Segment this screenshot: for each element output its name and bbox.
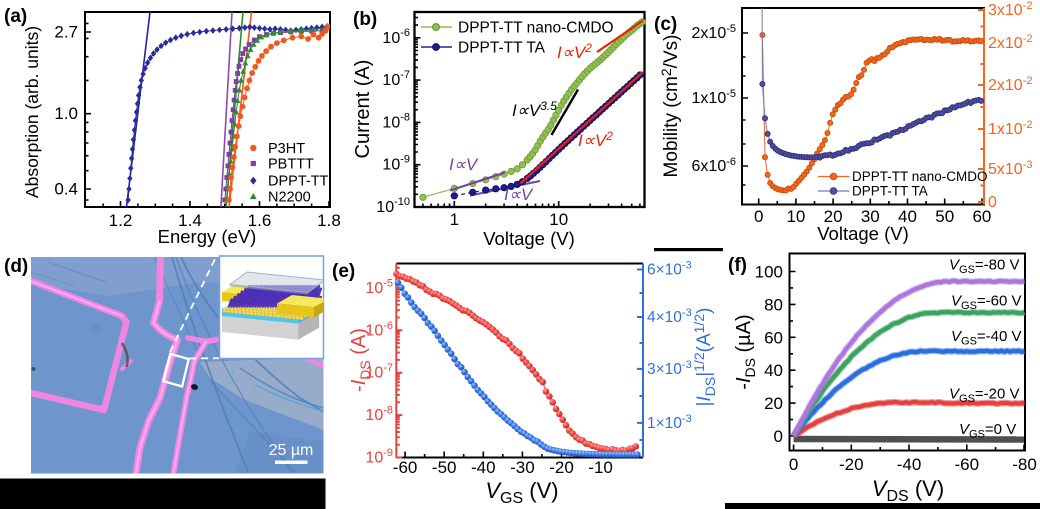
svg-text:DPPT-TT: DPPT-TT xyxy=(268,174,329,190)
svg-text:2x10-2: 2x10-2 xyxy=(988,33,1032,52)
svg-text:VGS=0 V: VGS=0 V xyxy=(959,421,1016,441)
svg-text:P3HT: P3HT xyxy=(268,141,305,157)
svg-text:4×10-3: 4×10-3 xyxy=(647,307,692,326)
svg-text:-40: -40 xyxy=(897,455,922,474)
svg-text:1.4: 1.4 xyxy=(178,211,202,230)
svg-text:1.2: 1.2 xyxy=(109,211,133,230)
svg-text:VGS (V): VGS (V) xyxy=(485,478,558,507)
svg-text:0: 0 xyxy=(774,427,783,446)
svg-text:DPPT-TT TA: DPPT-TT TA xyxy=(852,184,928,199)
svg-text:5x10-3: 5x10-3 xyxy=(988,159,1032,178)
svg-text:Voltage (V): Voltage (V) xyxy=(817,223,909,244)
svg-text:-20: -20 xyxy=(549,458,574,477)
svg-text:-IDS (A): -IDS (A) xyxy=(348,328,373,392)
svg-text:80: 80 xyxy=(764,295,783,314)
svg-text:Current (A): Current (A) xyxy=(352,60,374,159)
svg-text:VDS (V): VDS (V) xyxy=(872,476,944,505)
svg-text:DPPT-TT TA: DPPT-TT TA xyxy=(458,40,546,57)
svg-text:Mobility (cm2/Vs): Mobility (cm2/Vs) xyxy=(658,35,682,178)
svg-text:0: 0 xyxy=(754,207,763,226)
svg-text:1×10-3: 1×10-3 xyxy=(647,413,692,432)
svg-text:10: 10 xyxy=(786,207,805,226)
svg-text:2.7: 2.7 xyxy=(54,23,78,42)
svg-text:3×10-3: 3×10-3 xyxy=(647,359,692,378)
svg-text:20: 20 xyxy=(824,207,843,226)
svg-text:I∝V: I∝V xyxy=(449,155,479,174)
svg-text:VGS=-40 V: VGS=-40 V xyxy=(951,328,1022,348)
svg-text:DPPT-TT nano-CMDO: DPPT-TT nano-CMDO xyxy=(852,169,988,184)
svg-text:VGS=-60 V: VGS=-60 V xyxy=(951,292,1022,312)
svg-text:60: 60 xyxy=(764,328,783,347)
svg-text:Absorption (arb. units): Absorption (arb. units) xyxy=(22,26,42,198)
svg-text:I∝V2: I∝V2 xyxy=(578,129,613,150)
svg-text:60: 60 xyxy=(972,207,991,226)
svg-text:1.0: 1.0 xyxy=(54,104,78,123)
svg-text:6x10-6: 6x10-6 xyxy=(692,156,736,175)
svg-text:-40: -40 xyxy=(471,458,496,477)
svg-text:6×10-3: 6×10-3 xyxy=(647,260,692,279)
svg-text:(f): (f) xyxy=(728,255,747,276)
svg-text:VGS=-20 V: VGS=-20 V xyxy=(949,385,1020,405)
svg-text:25 µm: 25 µm xyxy=(269,442,314,459)
svg-text:100: 100 xyxy=(755,263,783,282)
svg-text:10: 10 xyxy=(549,210,568,229)
svg-text:0.4: 0.4 xyxy=(54,180,78,199)
svg-text:I∝V2: I∝V2 xyxy=(557,41,592,62)
svg-text:1x10-5: 1x10-5 xyxy=(692,88,736,107)
svg-text:-30: -30 xyxy=(510,458,535,477)
svg-text:-60: -60 xyxy=(955,455,980,474)
svg-text:(d): (d) xyxy=(4,256,28,277)
svg-text:VGS=-80 V: VGS=-80 V xyxy=(949,257,1020,277)
svg-text:40: 40 xyxy=(764,361,783,380)
svg-text:-20: -20 xyxy=(839,455,864,474)
svg-text:-80: -80 xyxy=(1012,455,1037,474)
svg-text:40: 40 xyxy=(898,207,917,226)
svg-text:PBTTT: PBTTT xyxy=(268,157,314,173)
svg-text:1.8: 1.8 xyxy=(317,211,341,230)
svg-text:2x10-2: 2x10-2 xyxy=(988,75,1032,94)
svg-text:3x10-2: 3x10-2 xyxy=(988,0,1032,19)
svg-text:50: 50 xyxy=(935,207,954,226)
svg-text:20: 20 xyxy=(764,394,783,413)
svg-text:-50: -50 xyxy=(432,458,457,477)
svg-text:-60: -60 xyxy=(393,458,418,477)
svg-text:30: 30 xyxy=(861,207,880,226)
svg-text:(c): (c) xyxy=(654,14,677,35)
svg-text:2x10-5: 2x10-5 xyxy=(692,23,736,42)
svg-text:N2200: N2200 xyxy=(268,190,311,206)
svg-text:1.6: 1.6 xyxy=(248,211,272,230)
svg-text:Energy (eV): Energy (eV) xyxy=(158,226,257,247)
svg-text:0: 0 xyxy=(789,455,798,474)
svg-text:-IDS (µA): -IDS (µA) xyxy=(733,314,758,389)
svg-text:0: 0 xyxy=(988,194,997,211)
svg-text:(a): (a) xyxy=(4,6,27,27)
svg-text:1: 1 xyxy=(450,210,459,229)
svg-text:I∝V: I∝V xyxy=(504,185,534,204)
svg-text:(e): (e) xyxy=(332,261,355,282)
svg-text:(b): (b) xyxy=(353,9,377,30)
svg-text:DPPT-TT nano-CMDO: DPPT-TT nano-CMDO xyxy=(458,20,614,37)
svg-text:Voltage (V): Voltage (V) xyxy=(483,228,575,249)
svg-text:-10: -10 xyxy=(588,458,613,477)
svg-text:1x10-2: 1x10-2 xyxy=(988,119,1032,138)
